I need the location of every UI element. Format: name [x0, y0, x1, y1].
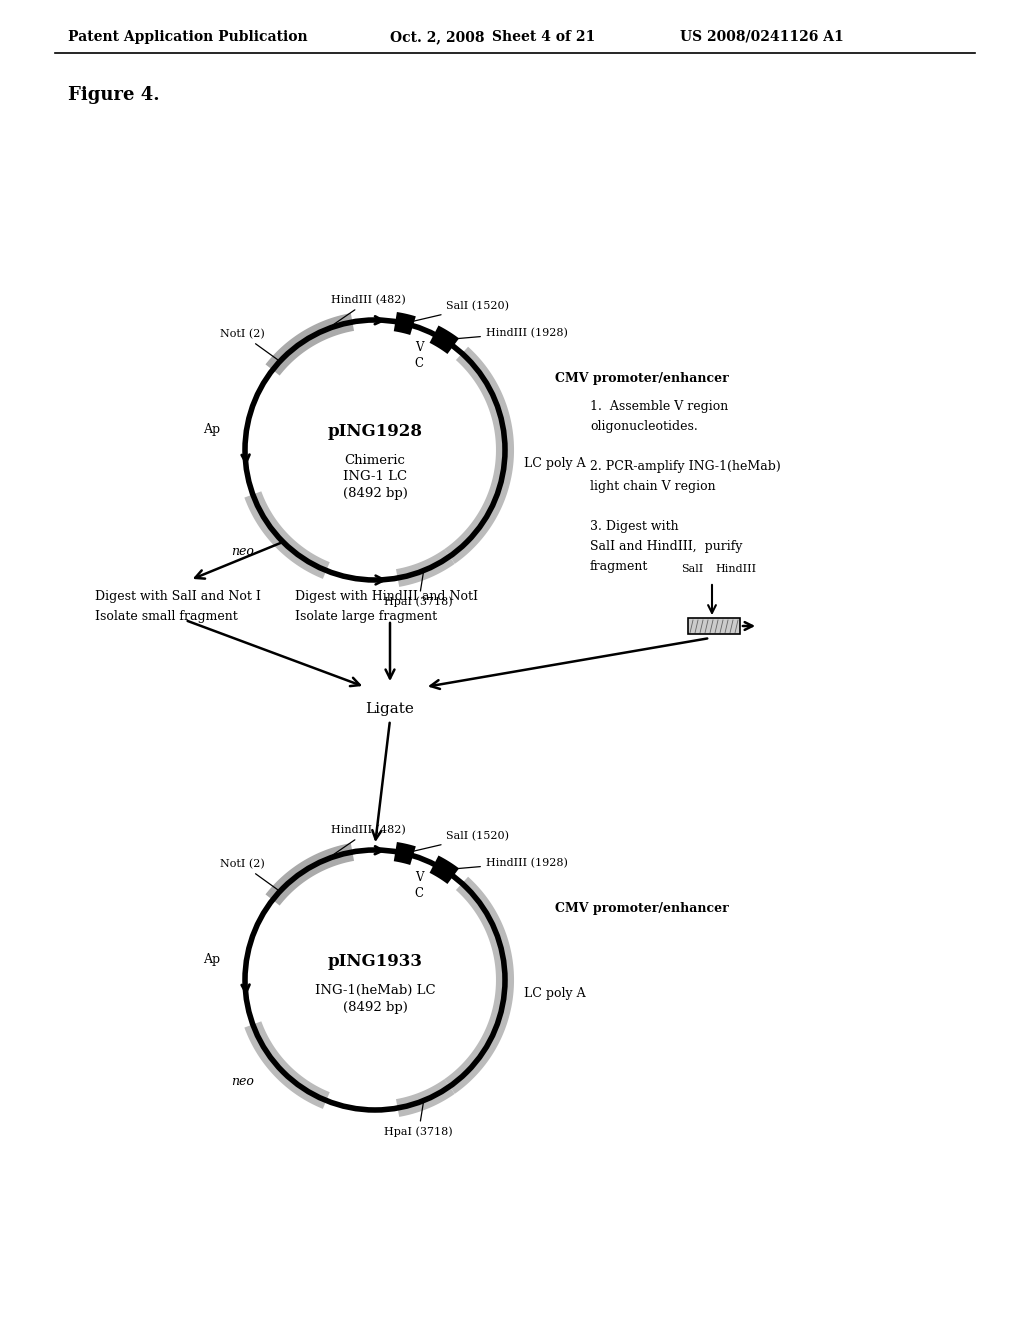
Text: ING-1 LC: ING-1 LC — [343, 470, 408, 483]
Text: HindIII: HindIII — [716, 564, 757, 574]
Text: Ligate: Ligate — [366, 702, 415, 715]
Text: 1.  Assemble V region: 1. Assemble V region — [590, 400, 728, 413]
Text: Sheet 4 of 21: Sheet 4 of 21 — [492, 30, 595, 44]
Text: SalI (1520): SalI (1520) — [407, 301, 509, 322]
Text: Digest with SalI and Not I: Digest with SalI and Not I — [95, 590, 261, 603]
Text: HindIII (482): HindIII (482) — [329, 296, 407, 327]
Text: Oct. 2, 2008: Oct. 2, 2008 — [390, 30, 484, 44]
Text: HindIII (1928): HindIII (1928) — [446, 327, 567, 339]
Text: Figure 4.: Figure 4. — [68, 86, 160, 104]
Text: LC poly A: LC poly A — [524, 457, 586, 470]
Text: CMV promoter/enhancer: CMV promoter/enhancer — [555, 372, 729, 385]
FancyBboxPatch shape — [688, 618, 740, 634]
Text: 2. PCR-amplify ING-1(heMab): 2. PCR-amplify ING-1(heMab) — [590, 459, 780, 473]
Text: Isolate large fragment: Isolate large fragment — [295, 610, 437, 623]
Text: fragment: fragment — [590, 560, 648, 573]
Text: Digest with HindIII and NotI: Digest with HindIII and NotI — [295, 590, 478, 603]
Text: US 2008/0241126 A1: US 2008/0241126 A1 — [680, 30, 844, 44]
Text: C: C — [415, 887, 424, 900]
Text: SalI (1520): SalI (1520) — [407, 832, 509, 853]
Text: SalI and HindIII,  purify: SalI and HindIII, purify — [590, 540, 742, 553]
Text: oligonucleotides.: oligonucleotides. — [590, 420, 697, 433]
Text: HindIII (1928): HindIII (1928) — [446, 858, 567, 870]
Text: pING1933: pING1933 — [328, 953, 423, 970]
Text: Ap: Ap — [203, 424, 220, 437]
Text: neo: neo — [231, 545, 254, 558]
Text: NotI (2): NotI (2) — [220, 859, 278, 890]
Text: 3. Digest with: 3. Digest with — [590, 520, 679, 533]
Text: (8492 bp): (8492 bp) — [343, 1001, 408, 1014]
Text: SalI: SalI — [681, 564, 703, 574]
Text: V: V — [415, 871, 423, 884]
Text: LC poly A: LC poly A — [524, 986, 586, 999]
Text: light chain V region: light chain V region — [590, 480, 716, 492]
Text: CMV promoter/enhancer: CMV promoter/enhancer — [555, 902, 729, 915]
Text: (8492 bp): (8492 bp) — [343, 487, 408, 500]
Text: Chimeric: Chimeric — [344, 454, 406, 466]
Text: Patent Application Publication: Patent Application Publication — [68, 30, 307, 44]
Text: C: C — [415, 358, 424, 370]
Text: NotI (2): NotI (2) — [220, 329, 278, 360]
Text: ING-1(heMab) LC: ING-1(heMab) LC — [314, 983, 435, 997]
Text: HpaI (3718): HpaI (3718) — [384, 573, 453, 607]
Text: pING1928: pING1928 — [328, 424, 423, 441]
Text: HindIII (482): HindIII (482) — [329, 825, 407, 858]
Text: Isolate small fragment: Isolate small fragment — [95, 610, 238, 623]
Text: HpaI (3718): HpaI (3718) — [384, 1104, 453, 1137]
Text: neo: neo — [231, 1076, 254, 1088]
Text: V: V — [415, 342, 423, 354]
Text: Ap: Ap — [203, 953, 220, 966]
